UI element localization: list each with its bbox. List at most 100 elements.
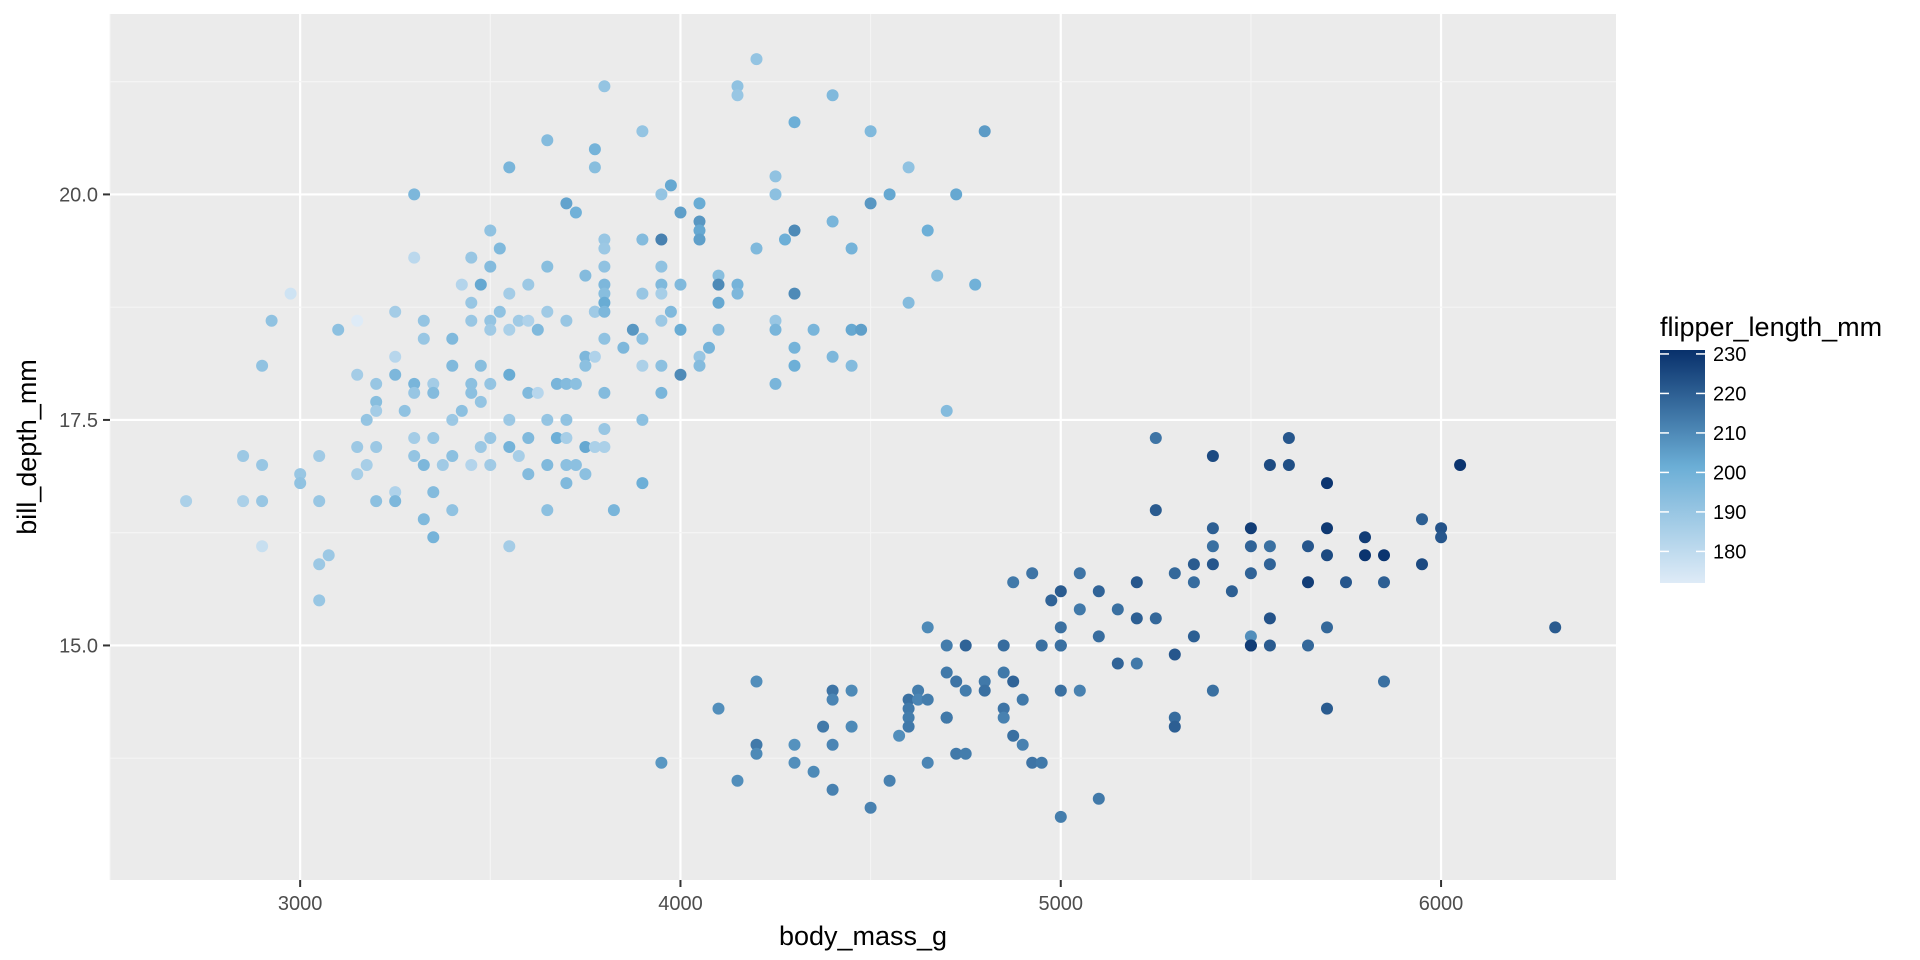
data-point <box>1206 450 1219 462</box>
data-point <box>503 441 516 453</box>
x-axis-title: body_mass_g <box>779 921 947 951</box>
data-point <box>1378 576 1390 589</box>
data-point <box>474 395 487 408</box>
data-point <box>712 278 725 291</box>
data-point <box>588 350 601 363</box>
data-point <box>360 413 373 426</box>
data-point <box>1149 612 1162 625</box>
data-point <box>398 404 411 417</box>
data-point <box>655 188 668 201</box>
data-point <box>1321 621 1333 634</box>
data-point <box>1206 522 1219 535</box>
data-point <box>788 224 801 237</box>
data-point <box>522 432 535 444</box>
data-point <box>522 314 535 327</box>
data-point <box>389 350 402 363</box>
data-point <box>1321 549 1333 562</box>
data-point <box>408 377 421 390</box>
data-point <box>579 468 592 481</box>
data-point <box>636 233 649 246</box>
data-point <box>1244 639 1257 652</box>
data-point <box>845 359 858 372</box>
data-point <box>1073 567 1086 580</box>
data-point <box>1092 585 1105 598</box>
data-point <box>1168 648 1181 661</box>
data-point <box>750 242 763 255</box>
data-point <box>370 377 383 390</box>
legend-tick-label: 210 <box>1713 423 1746 445</box>
data-point <box>950 675 963 688</box>
data-point <box>902 711 915 724</box>
data-point <box>845 720 858 733</box>
data-point <box>1130 657 1143 670</box>
data-point <box>493 242 506 255</box>
data-point <box>959 639 972 652</box>
data-point <box>712 702 725 715</box>
data-point <box>1045 594 1058 607</box>
data-point <box>978 675 991 688</box>
data-point <box>1206 684 1219 697</box>
data-point <box>845 323 858 336</box>
legend-tick-label: 230 <box>1713 344 1746 366</box>
data-point <box>655 260 668 273</box>
data-point <box>1054 585 1067 598</box>
data-point <box>655 278 668 291</box>
data-point <box>997 711 1010 724</box>
data-point <box>436 459 449 471</box>
data-point <box>541 504 554 517</box>
data-point <box>826 215 839 228</box>
data-point <box>446 332 459 345</box>
data-point <box>408 251 421 264</box>
data-point <box>370 404 383 417</box>
data-point <box>408 432 421 444</box>
data-point <box>636 359 649 372</box>
data-point <box>712 296 725 309</box>
data-point <box>1263 540 1276 553</box>
data-point <box>1359 549 1371 562</box>
data-point <box>1282 432 1295 444</box>
data-point <box>845 242 858 255</box>
data-point <box>912 684 925 697</box>
data-point <box>550 377 563 390</box>
data-point <box>712 269 725 282</box>
data-point <box>512 450 525 462</box>
data-point <box>769 314 782 327</box>
data-point <box>417 513 430 526</box>
data-point <box>940 666 953 679</box>
data-point <box>750 747 763 760</box>
data-point <box>427 486 440 499</box>
data-point <box>1054 810 1067 823</box>
data-point <box>408 386 421 399</box>
data-point <box>446 504 459 517</box>
data-point <box>902 296 915 309</box>
data-point <box>332 323 345 336</box>
data-point <box>1168 720 1181 733</box>
data-point <box>950 188 963 201</box>
data-point <box>484 432 497 444</box>
data-point <box>626 323 639 336</box>
data-point <box>465 251 478 264</box>
y-axis: 15.0 17.5 20.0 <box>59 184 110 657</box>
data-point <box>1016 738 1029 751</box>
data-point <box>1435 531 1448 544</box>
data-point <box>902 161 915 174</box>
data-point <box>579 350 592 363</box>
data-point <box>313 450 326 462</box>
data-point <box>560 459 573 471</box>
data-point <box>769 377 782 390</box>
data-point <box>579 441 592 453</box>
data-point <box>655 386 668 399</box>
data-point <box>693 197 706 210</box>
data-point <box>427 386 440 399</box>
data-point <box>864 197 877 210</box>
data-point <box>1007 576 1020 589</box>
data-point <box>598 278 611 291</box>
data-point <box>788 359 801 372</box>
data-point <box>541 134 554 147</box>
data-point <box>959 684 972 697</box>
data-point <box>1282 459 1295 471</box>
data-point <box>931 269 944 282</box>
data-point <box>284 287 297 300</box>
data-point <box>807 323 820 336</box>
